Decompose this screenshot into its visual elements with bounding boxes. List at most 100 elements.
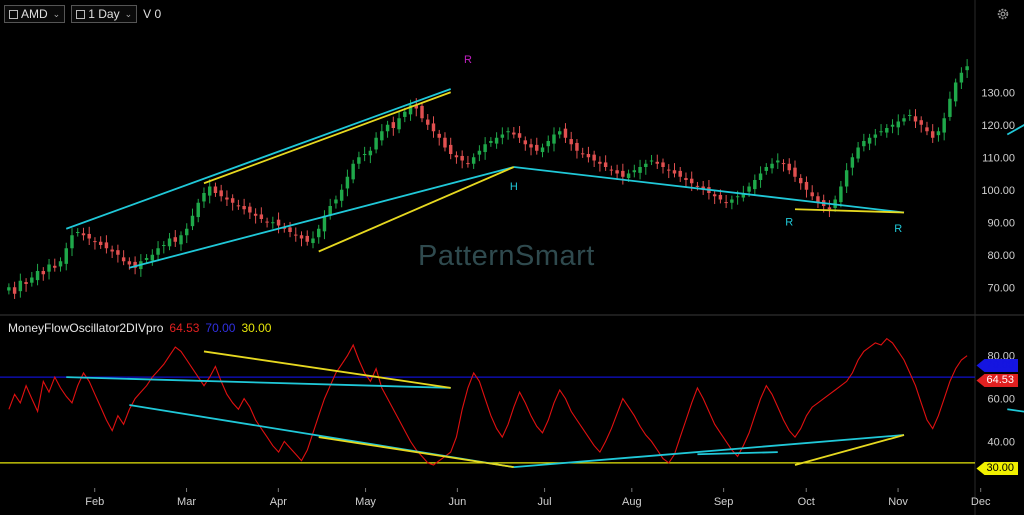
indicator-value: 64.53 <box>169 321 200 335</box>
candle-body <box>615 170 619 174</box>
candle-body <box>81 233 86 236</box>
interval-selector[interactable]: 1 Day ⌄ <box>71 5 138 23</box>
candle-body <box>225 197 229 200</box>
candle-body <box>936 131 941 136</box>
interval-square-icon <box>76 9 86 19</box>
interval-label: 1 Day <box>88 7 120 21</box>
candle-body <box>879 131 883 133</box>
candle-body <box>7 287 11 291</box>
candle-body <box>64 248 68 264</box>
candle-body <box>712 194 717 197</box>
candle-body <box>621 170 625 177</box>
candle-body <box>655 161 659 164</box>
candle-body <box>787 163 791 171</box>
candle-body <box>552 134 556 144</box>
breakout-line <box>1006 124 1024 136</box>
divergence-line <box>794 434 905 466</box>
candle-body <box>535 144 539 151</box>
candle-body <box>133 261 137 268</box>
candle-body <box>437 133 441 138</box>
oscillator-line <box>8 337 968 466</box>
candle-body <box>930 131 935 138</box>
candle-body <box>919 120 923 125</box>
candle-body <box>431 123 436 132</box>
candle-body <box>942 118 946 133</box>
candle-body <box>517 133 522 138</box>
time-tick-label: Sep <box>714 496 734 508</box>
candle-body <box>288 227 292 232</box>
price-tick-label: 70.00 <box>987 282 1015 294</box>
time-tick-label: Jul <box>538 496 552 508</box>
candle-body <box>380 131 384 141</box>
candle-body <box>862 141 866 147</box>
candle-body <box>638 167 642 173</box>
oscillator-levels <box>0 376 975 464</box>
candle-body <box>724 202 728 204</box>
time-tick-label: Mar <box>177 496 196 508</box>
indicator-upper-level: 70.00 <box>205 321 236 335</box>
candle-body <box>959 72 964 83</box>
upper-level-tag: 70.00 <box>976 359 1018 372</box>
candle-body <box>374 137 378 150</box>
candle-body <box>391 122 396 128</box>
candle-body <box>793 167 797 177</box>
candle-body <box>667 169 671 171</box>
candle-body <box>844 170 849 187</box>
price-tick-label: 130.00 <box>981 87 1015 99</box>
time-tick-label: Dec <box>971 496 991 508</box>
chevron-down-icon: ⌄ <box>52 9 61 19</box>
candle-body <box>185 228 189 236</box>
candle-body <box>248 206 252 213</box>
candle-body <box>443 137 447 148</box>
candle-body <box>684 178 688 180</box>
candle-body <box>87 233 91 239</box>
candle-body <box>965 66 969 71</box>
pattern-label: R <box>894 223 902 235</box>
time-tick-label: Oct <box>798 496 815 508</box>
indicator-legend[interactable]: MoneyFlowOscillator2DIVpro 64.53 70.00 3… <box>8 321 271 335</box>
time-tick-label: May <box>355 496 376 508</box>
candle-body <box>351 163 355 180</box>
candle-body <box>953 82 958 102</box>
candle-body <box>896 121 900 128</box>
candle-body <box>546 141 550 147</box>
candle-body <box>885 128 889 133</box>
candle-body <box>271 222 275 224</box>
price-pane[interactable]: R H R R <box>7 54 1024 299</box>
candle-body <box>53 265 57 268</box>
price-tick-label: 120.00 <box>981 120 1015 132</box>
symbol-selector[interactable]: AMD ⌄ <box>4 5 66 23</box>
candle-body <box>730 199 734 203</box>
candle-body <box>368 150 373 156</box>
oscillator-pane[interactable] <box>0 337 1024 469</box>
candle-body <box>305 235 309 242</box>
candle-body <box>397 118 401 130</box>
candle-body <box>626 173 631 179</box>
candle-body <box>569 139 573 145</box>
pattern-label: H <box>510 181 518 193</box>
candle-body <box>322 215 327 232</box>
candle-body <box>414 105 418 109</box>
candle-body <box>753 180 757 190</box>
candle-body <box>506 131 510 133</box>
candle-body <box>41 271 46 275</box>
candle-body <box>603 162 608 167</box>
candle-body <box>98 241 103 245</box>
candle-body <box>649 160 654 162</box>
candle-body <box>127 261 132 265</box>
pattern-leg-line <box>794 208 905 214</box>
gear-icon[interactable] <box>996 7 1010 21</box>
candle-body <box>190 215 195 227</box>
candle-body <box>747 186 751 192</box>
symbol-square-icon <box>9 9 18 19</box>
candle-body <box>816 196 820 203</box>
candle-body <box>236 205 241 207</box>
divergence-line <box>697 451 778 456</box>
candle-body <box>230 198 235 203</box>
time-tick-label: Jun <box>448 496 466 508</box>
chart-toolbar: AMD ⌄ 1 Day ⌄ V 0 <box>4 5 161 23</box>
price-axis: 70.00 80.00 90.00 100.00 110.00 120.00 130.00 4… <box>981 87 1015 448</box>
candle-body <box>856 147 860 159</box>
